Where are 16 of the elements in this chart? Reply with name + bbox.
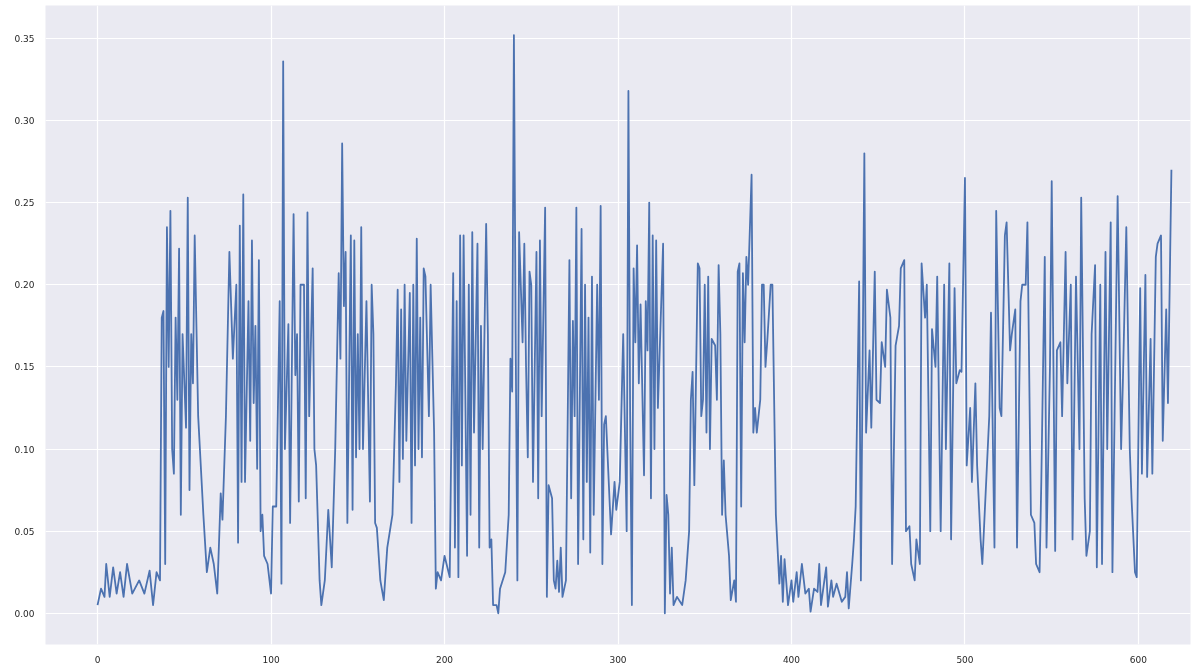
y-tick-label: 0.05 <box>14 526 35 537</box>
x-tick-label: 200 <box>435 654 454 665</box>
x-tick-label: 100 <box>262 654 280 665</box>
x-tick-label: 600 <box>1129 654 1148 665</box>
y-tick-label: 0.00 <box>14 608 35 619</box>
y-tick-label: 0.20 <box>14 280 35 291</box>
y-tick-label: 0.35 <box>14 33 35 44</box>
y-tick-label: 0.30 <box>14 115 35 126</box>
line-series <box>96 34 1173 615</box>
y-tick-label: 0.15 <box>14 362 35 373</box>
y-tick-label: 0.10 <box>14 444 35 455</box>
y-tick-label: 0.25 <box>14 198 35 209</box>
x-tick-label: 300 <box>609 654 627 665</box>
x-tick-label: 0 <box>94 654 101 665</box>
x-tick-label: 400 <box>782 654 801 665</box>
x-tick-label: 500 <box>956 654 974 665</box>
